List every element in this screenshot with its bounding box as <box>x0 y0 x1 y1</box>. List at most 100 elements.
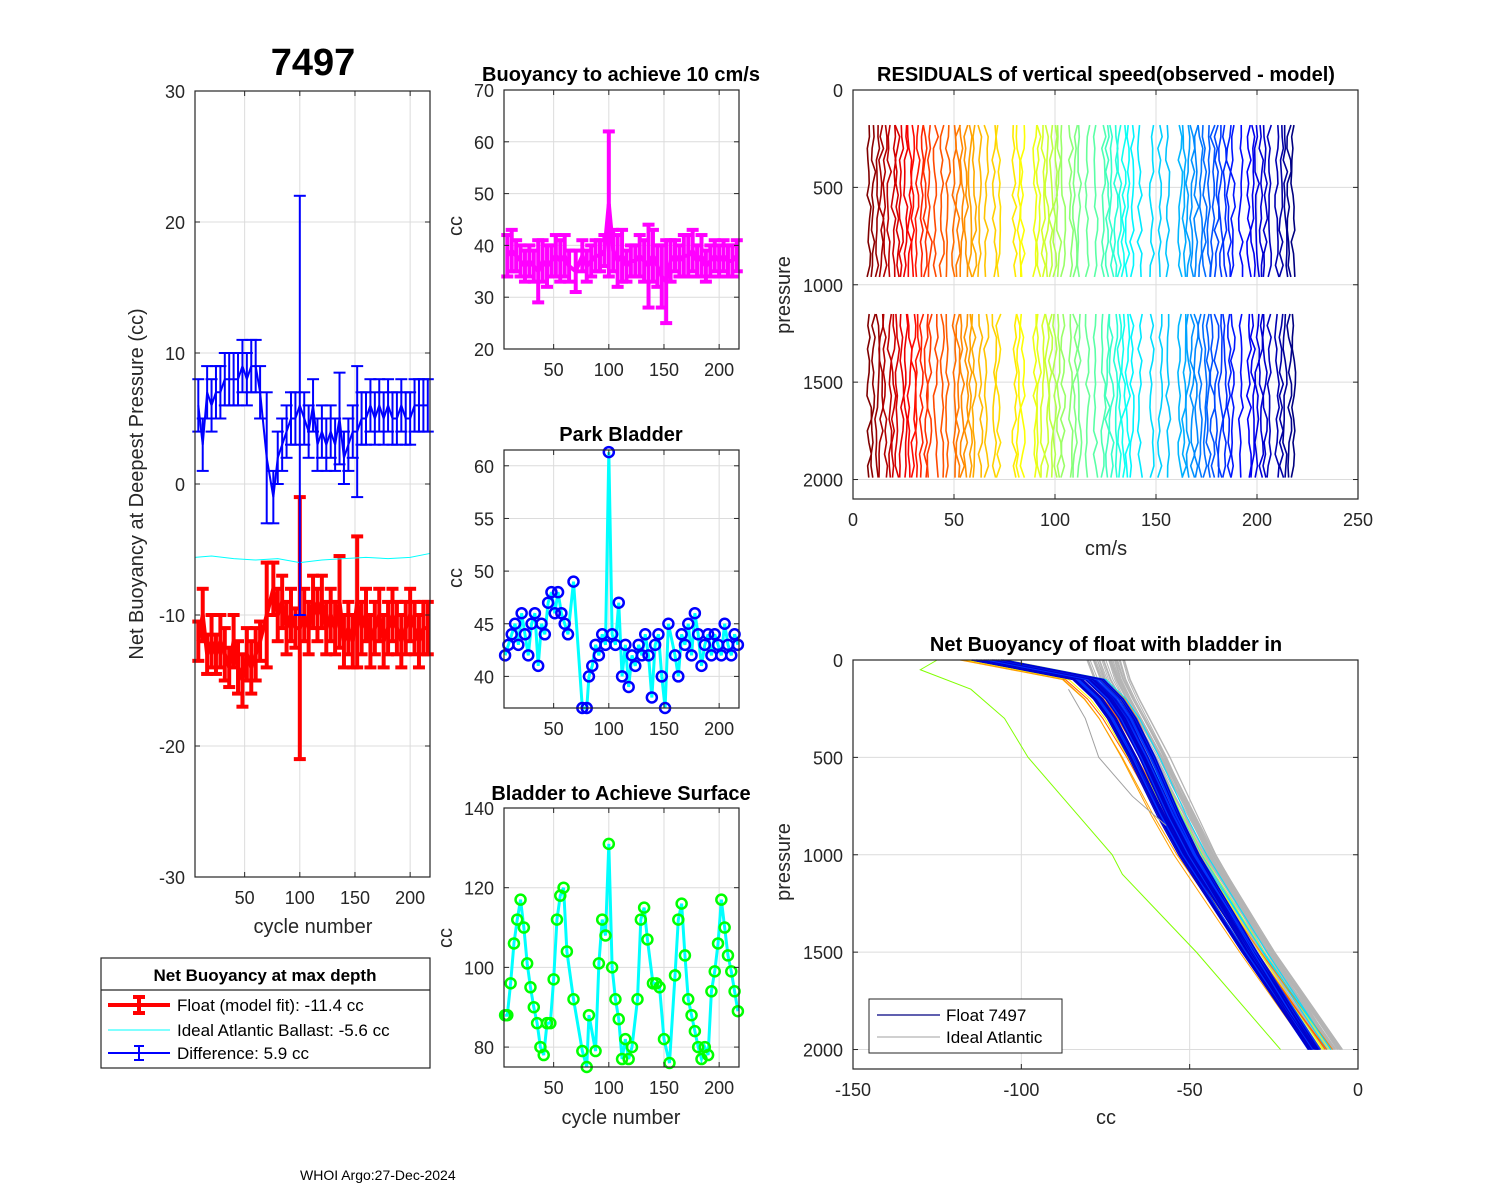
residual-trace <box>1213 313 1220 478</box>
residual-trace <box>1056 313 1063 478</box>
surface-bladder-marker <box>625 1040 639 1054</box>
residual-trace <box>1206 125 1212 278</box>
residual-trace <box>945 313 950 478</box>
y-tick-label: 0 <box>833 81 843 101</box>
park-bladder-marker <box>645 691 659 704</box>
surface-bladder-marker <box>550 913 564 926</box>
surface-bladder-marker <box>527 1000 541 1014</box>
surface-bladder-marker <box>520 957 534 970</box>
surface-bladder-marker <box>721 949 735 962</box>
park-bladder-marker <box>672 670 685 683</box>
y-tick-label: 55 <box>474 509 494 529</box>
y-tick-label: 30 <box>474 288 494 308</box>
residual-trace <box>890 125 897 277</box>
ideal-ballast-line <box>194 552 431 564</box>
net-buoyancy-plot: 7497 50 100 150 200 -30 -20 -10 0 10 20 30 cycle n… <box>126 42 434 938</box>
residual-trace <box>1112 313 1119 478</box>
legend-entry-difference: Difference: 5.9 cc <box>177 1044 309 1063</box>
x-tick-label: 50 <box>235 888 255 908</box>
residual-trace <box>1157 313 1164 478</box>
residual-trace <box>1120 124 1127 278</box>
plot-title: Net Buoyancy of float with bladder in <box>930 634 1282 656</box>
residual-trace <box>1100 124 1107 278</box>
x-tick-label: 250 <box>1343 510 1373 530</box>
residual-trace <box>963 124 969 277</box>
x-tick-label: 200 <box>704 1078 734 1098</box>
park-bladder-marker <box>558 617 571 631</box>
park-bladder-marker <box>695 659 708 673</box>
park-bladder-marker <box>567 575 580 588</box>
plot-title: Bladder to Achieve Surface <box>491 783 750 805</box>
surface-bladder-marker <box>589 1044 602 1058</box>
buoyancy-10cms-plot: Buoyancy to achieve 10 cm/s 50 100 150 200 2… <box>445 64 760 380</box>
residual-trace <box>1185 313 1192 478</box>
park-bladder-marker <box>561 628 575 641</box>
x-tick-label: 150 <box>649 719 679 739</box>
surface-bladder-line <box>505 843 740 1068</box>
residual-trace <box>902 313 909 478</box>
park-bladder-marker <box>505 628 518 641</box>
surface-bladder-marker <box>524 981 537 994</box>
residual-trace <box>1108 124 1115 278</box>
residual-trace <box>1246 124 1252 278</box>
surface-bladder-marker <box>622 1052 635 1066</box>
y-tick-label: 2000 <box>803 1041 843 1061</box>
residual-trace <box>1197 313 1203 478</box>
residual-trace <box>870 313 877 478</box>
float-id-title: 7497 <box>271 42 356 84</box>
y-tick-label: 120 <box>464 879 494 899</box>
park-bladder-marker <box>655 670 669 683</box>
park-bladder-marker <box>512 638 525 652</box>
x-tick-label: 50 <box>544 360 564 380</box>
residual-trace <box>1060 125 1067 278</box>
park-bladder-marker <box>515 606 528 620</box>
surface-bladder-marker <box>501 1008 514 1022</box>
residual-trace <box>1068 313 1074 478</box>
y-axis-label: cc <box>445 568 467 588</box>
residual-trace <box>939 313 946 478</box>
y-axis-label: cc <box>445 216 467 236</box>
residual-trace <box>914 124 921 278</box>
surface-bladder-marker <box>715 893 728 906</box>
park-bladder-marker <box>675 628 688 641</box>
residual-trace <box>1201 125 1208 278</box>
x-tick-label: 0 <box>1353 1080 1363 1100</box>
residual-trace <box>906 313 913 478</box>
residual-trace <box>958 313 966 478</box>
difference-line <box>197 362 428 498</box>
float-profile <box>991 659 1311 1050</box>
residual-trace <box>1136 313 1144 478</box>
park-bladder-marker <box>638 628 652 641</box>
park-bladder-marker <box>528 606 542 620</box>
y-tick-label: 20 <box>474 340 494 360</box>
residual-trace <box>926 124 933 277</box>
residual-trace <box>1249 313 1256 478</box>
plot-frame <box>503 807 740 1068</box>
residual-trace <box>1104 124 1111 278</box>
x-tick-label: 50 <box>944 510 964 530</box>
float-model-fit-line <box>196 588 428 682</box>
park-bladder-marker <box>685 649 698 662</box>
residual-trace <box>1177 124 1184 278</box>
surface-bladder-marker <box>675 897 688 910</box>
residual-trace <box>1019 125 1026 278</box>
residual-trace <box>932 124 940 278</box>
park-bladder-marker <box>708 628 721 641</box>
residual-trace <box>1015 313 1022 478</box>
park-bladder-marker <box>619 638 632 652</box>
ideal-profile <box>1112 659 1339 1050</box>
plot-frame <box>852 89 1359 500</box>
net-buoyancy-profile-plot: Net Buoyancy of float with bladder in -1… <box>773 634 1363 1129</box>
park-bladder-marker <box>725 649 738 662</box>
surface-bladder-marker <box>576 1044 589 1058</box>
surface-bladder-marker <box>612 1012 625 1026</box>
residual-trace <box>958 124 965 277</box>
residual-trace <box>1048 124 1054 278</box>
residual-trace <box>914 313 921 478</box>
residual-trace <box>866 313 873 478</box>
surface-bladder-marker <box>678 949 692 962</box>
x-tick-label: -100 <box>1003 1080 1039 1100</box>
residual-trace <box>1051 313 1058 478</box>
residual-trace <box>1261 313 1269 478</box>
